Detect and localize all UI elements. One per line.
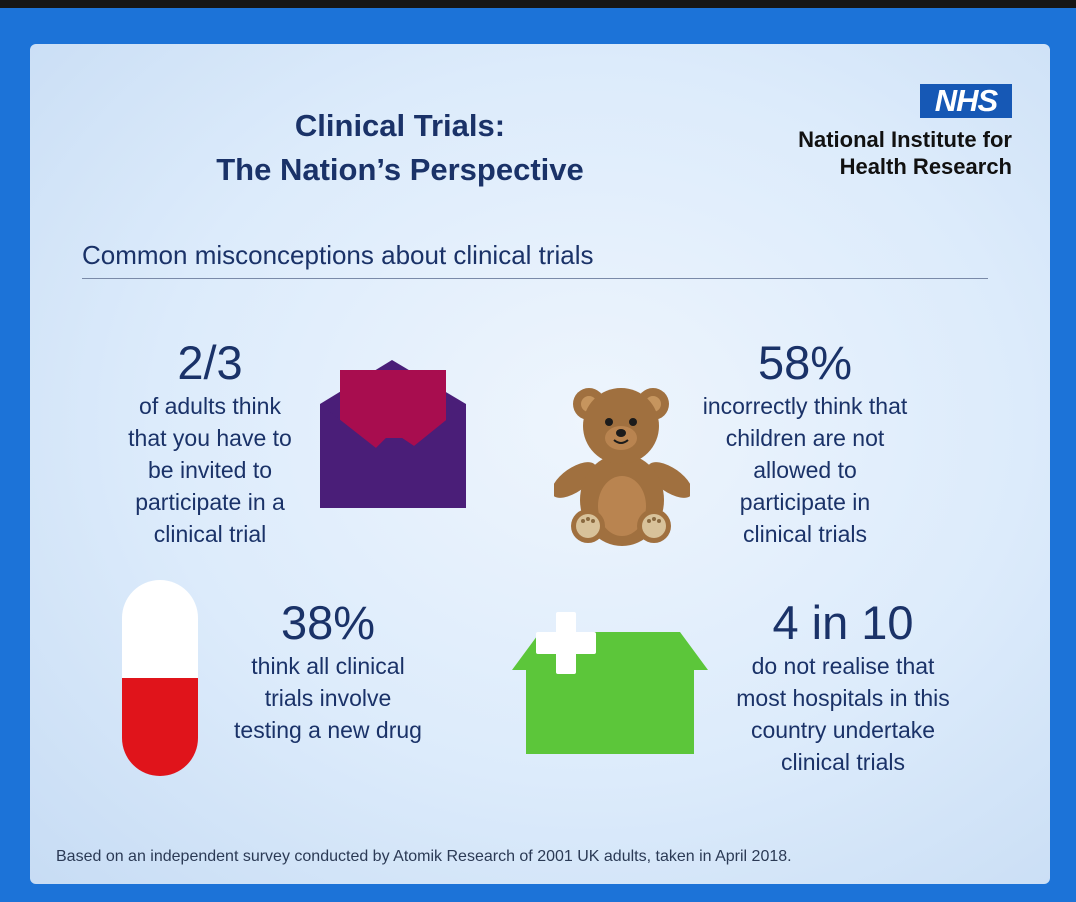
- stat-line: trials involve: [264, 685, 392, 711]
- stat-line: do not realise that: [751, 653, 935, 679]
- stat-value: 4 in 10: [772, 596, 914, 649]
- stat-line: allowed to: [753, 457, 857, 483]
- stat-value: 2/3: [177, 336, 243, 389]
- stat-line: that you have to: [128, 425, 292, 451]
- stat-line: think all clinical: [251, 653, 405, 679]
- stat-line: clinical trials: [743, 521, 867, 547]
- stat-line: incorrectly think that: [702, 393, 908, 419]
- stat-line: testing a new drug: [234, 717, 422, 743]
- title-line-2: The Nation’s Perspective: [216, 152, 584, 187]
- stat-description: incorrectly think that children are not …: [670, 390, 940, 550]
- infographic-card: Clinical Trials: The Nation’s Perspectiv…: [30, 44, 1050, 884]
- stat-line: most hospitals in this: [736, 685, 950, 711]
- section-divider: [82, 278, 988, 279]
- teddy-bear-icon: [554, 388, 690, 546]
- organisation-name: National Institute for Health Research: [730, 126, 1012, 180]
- stat-line: children are not: [725, 425, 885, 451]
- stat-line: be invited to: [147, 457, 273, 483]
- stat-description: do not realise that most hospitals in th…: [708, 650, 978, 778]
- page-title: Clinical Trials: The Nation’s Perspectiv…: [160, 104, 640, 192]
- stat-line: of adults think: [139, 393, 281, 419]
- stat-line: clinical trial: [153, 521, 267, 547]
- nhs-logo: NHS: [920, 84, 1012, 118]
- stat-description: of adults think that you have to be invi…: [100, 390, 320, 550]
- title-line-1: Clinical Trials:: [294, 108, 506, 143]
- stat-line: clinical trials: [781, 749, 905, 775]
- stat-line: participate in: [739, 489, 871, 515]
- stat-value: 38%: [280, 596, 376, 649]
- stat-line: country undertake: [750, 717, 936, 743]
- hospital-icon: [512, 612, 708, 754]
- pill-capsule-icon: [122, 580, 198, 776]
- top-edge-bar: [0, 0, 1076, 8]
- org-line-1: National Institute for: [798, 127, 1012, 152]
- stat-invited: 2/3 of adults think that you have to be …: [100, 336, 320, 550]
- org-line-2: Health Research: [839, 154, 1012, 179]
- stat-new-drug: 38% think all clinical trials involve te…: [210, 596, 446, 746]
- envelope-icon: [320, 360, 466, 508]
- stat-description: think all clinical trials involve testin…: [210, 650, 446, 746]
- section-title: Common misconceptions about clinical tri…: [82, 240, 594, 270]
- stat-value: 58%: [757, 336, 853, 389]
- stat-line: participate in a: [135, 489, 285, 515]
- footnote: Based on an independent survey conducted…: [56, 848, 792, 865]
- stat-children: 58% incorrectly think that children are …: [670, 336, 940, 550]
- outer-frame: Clinical Trials: The Nation’s Perspectiv…: [0, 8, 1076, 902]
- stat-hospitals: 4 in 10 do not realise that most hospita…: [708, 596, 978, 778]
